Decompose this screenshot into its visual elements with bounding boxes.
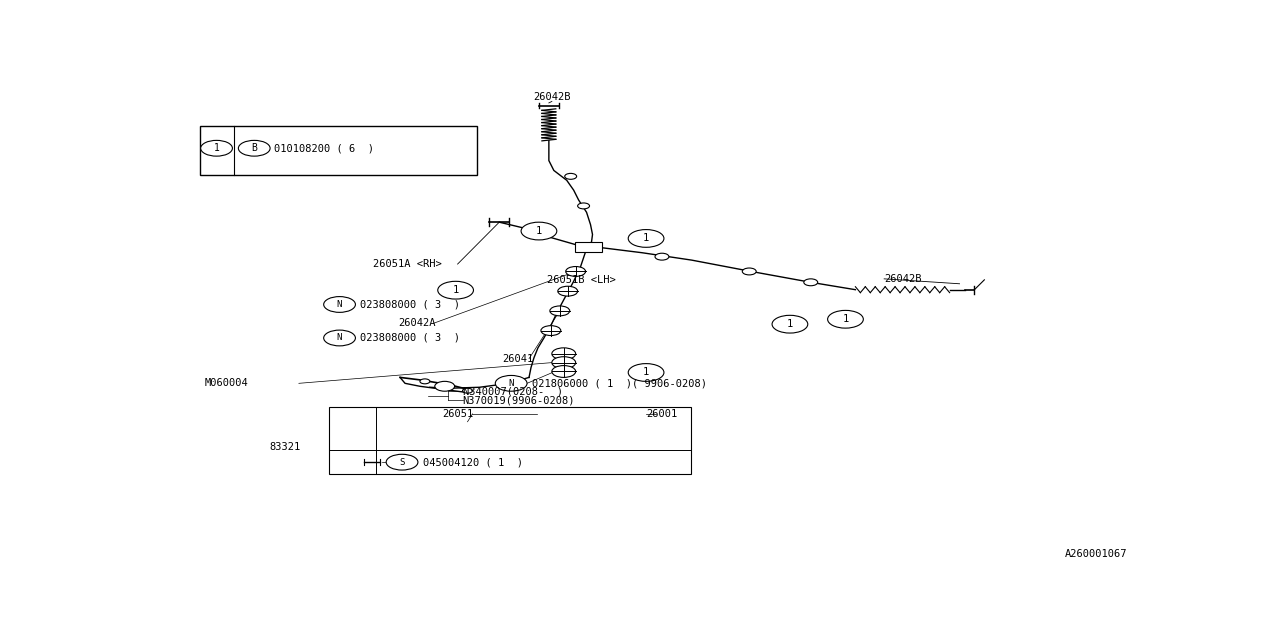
Circle shape: [387, 454, 417, 470]
Circle shape: [462, 388, 472, 393]
Circle shape: [564, 173, 577, 179]
Text: 1: 1: [536, 226, 541, 236]
Circle shape: [552, 365, 576, 378]
Text: N: N: [508, 379, 513, 388]
Text: M060004: M060004: [205, 378, 248, 388]
Text: 26051: 26051: [443, 409, 474, 419]
Bar: [329, 407, 691, 474]
Circle shape: [558, 286, 577, 296]
Circle shape: [566, 266, 585, 276]
Text: 26042B: 26042B: [884, 274, 922, 284]
Circle shape: [420, 379, 430, 384]
Text: 1: 1: [787, 319, 794, 329]
Circle shape: [324, 330, 356, 346]
Text: 26042A: 26042A: [398, 318, 435, 328]
Circle shape: [628, 364, 664, 381]
Circle shape: [772, 316, 808, 333]
Circle shape: [438, 282, 474, 299]
Text: 010108200 ( 6  ): 010108200 ( 6 ): [274, 143, 374, 153]
Circle shape: [552, 348, 576, 360]
Text: 045004120 ( 1  ): 045004120 ( 1 ): [422, 457, 524, 467]
Circle shape: [742, 268, 756, 275]
Text: 26041: 26041: [502, 354, 534, 364]
Text: 26042B: 26042B: [532, 92, 571, 102]
Bar: [200, 126, 477, 175]
Circle shape: [324, 296, 356, 312]
Text: N370019(9906-0208): N370019(9906-0208): [462, 395, 575, 405]
Text: 26051B <LH>: 26051B <LH>: [547, 275, 616, 285]
Text: 021806000 ( 1  )( 9906-0208): 021806000 ( 1 )( 9906-0208): [532, 378, 707, 388]
Circle shape: [828, 310, 863, 328]
Circle shape: [435, 381, 454, 391]
Circle shape: [238, 140, 270, 156]
Circle shape: [541, 326, 561, 335]
Text: 1: 1: [643, 367, 649, 378]
Circle shape: [201, 140, 233, 156]
Text: N: N: [337, 333, 342, 342]
Text: 1: 1: [214, 143, 219, 153]
Circle shape: [495, 376, 527, 391]
Circle shape: [552, 356, 576, 369]
Text: 26051A <RH>: 26051A <RH>: [374, 259, 442, 269]
Circle shape: [655, 253, 669, 260]
Text: 1: 1: [842, 314, 849, 324]
Circle shape: [804, 279, 818, 285]
Circle shape: [550, 306, 570, 316]
Text: A260001067: A260001067: [1065, 548, 1128, 559]
Text: B: B: [251, 143, 257, 153]
Text: N: N: [337, 300, 342, 309]
Text: 023808000 ( 3  ): 023808000 ( 3 ): [361, 333, 461, 343]
Text: 26001: 26001: [646, 409, 677, 419]
Circle shape: [628, 230, 664, 247]
Text: 023808000 ( 3  ): 023808000 ( 3 ): [361, 300, 461, 310]
Text: 1: 1: [643, 234, 649, 243]
Text: 83321: 83321: [269, 442, 301, 452]
Circle shape: [521, 222, 557, 240]
Bar: [575, 242, 603, 252]
Circle shape: [577, 203, 590, 209]
Text: S: S: [399, 458, 404, 467]
Text: N340007(0208-  ): N340007(0208- ): [462, 386, 563, 396]
Text: 1: 1: [453, 285, 458, 295]
